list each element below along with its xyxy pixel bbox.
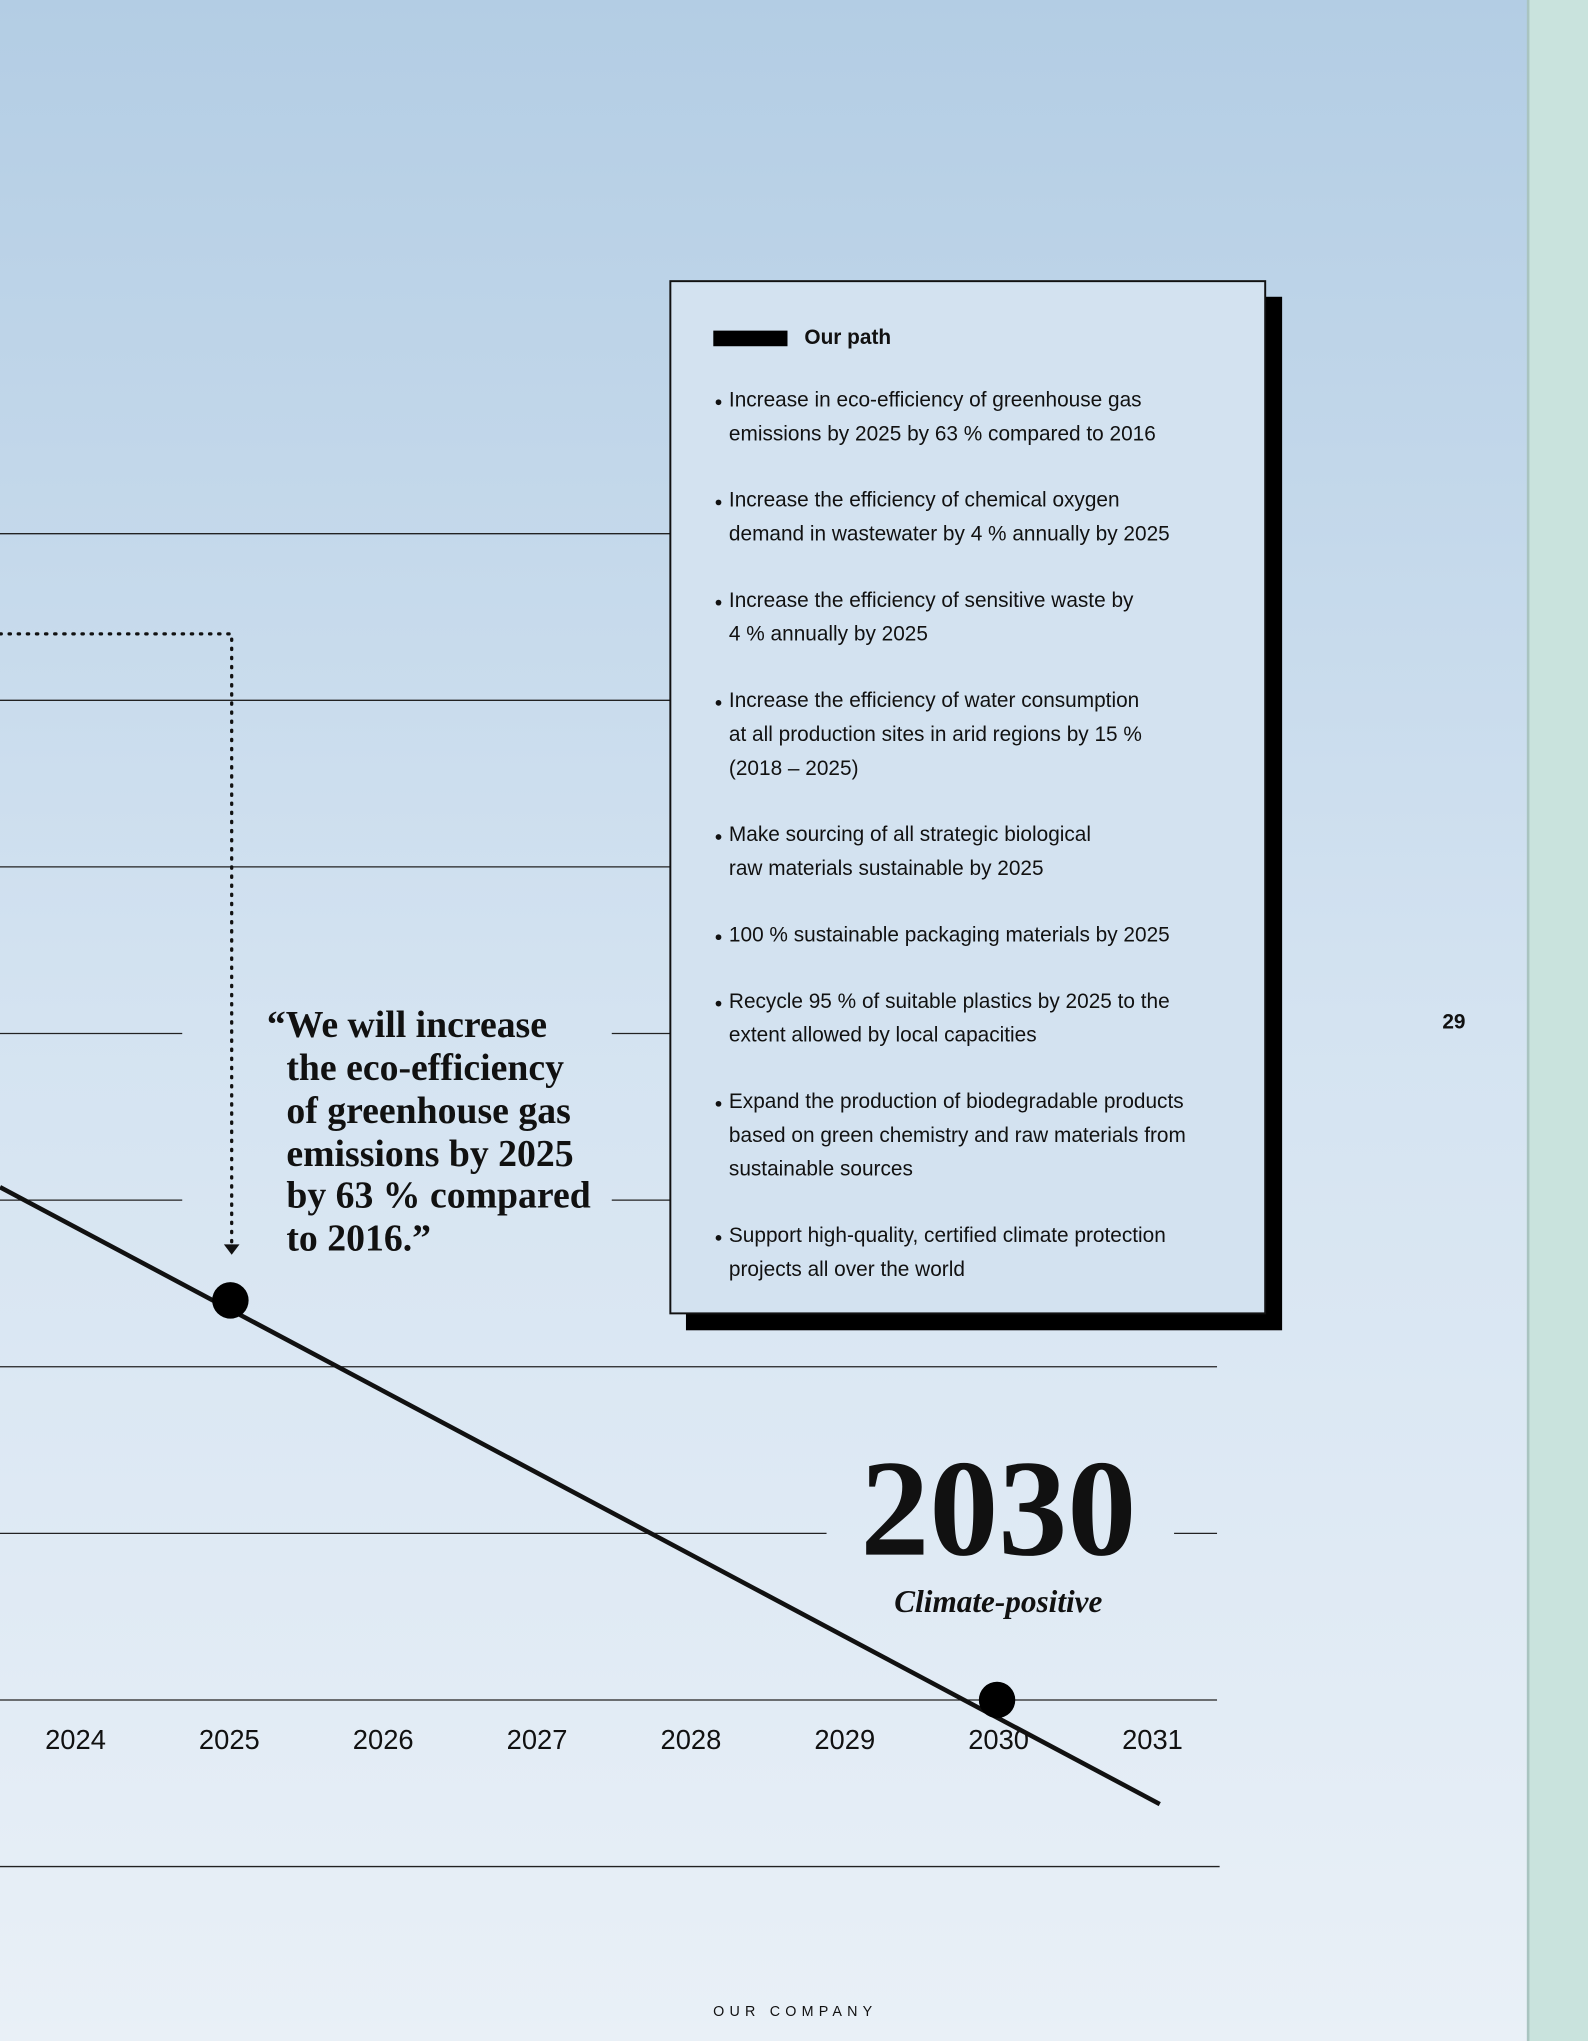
path-box: [669, 280, 1267, 1315]
item-line: Make sourcing of all strategic biologica…: [729, 823, 1091, 846]
pointer-arrow: [223, 1244, 240, 1255]
quote-line: of greenhouse gas: [286, 1090, 570, 1132]
bullet: [715, 700, 722, 706]
item-list: Increase in eco-efficiency of greenhouse…: [715, 388, 1186, 1281]
year-label: 2026: [353, 1724, 414, 1755]
side-strip: [1528, 0, 1588, 2041]
target-label: Climate-positive: [894, 1584, 1102, 1619]
year-label: 2027: [507, 1724, 568, 1755]
milestone-dot: [978, 1681, 1016, 1719]
year-label: 2029: [814, 1724, 875, 1755]
bullet: [715, 1100, 722, 1107]
milestone-dot: [212, 1282, 249, 1319]
bullet: [715, 934, 722, 941]
box-title: Our path: [804, 326, 891, 349]
dotted-pointer: [0, 632, 234, 1244]
quote-line: by 63 % compared: [286, 1174, 590, 1216]
bullet: [715, 399, 722, 406]
quote-line: to 2016.”: [286, 1217, 431, 1259]
bullet: [715, 499, 722, 506]
title-bar: [713, 330, 788, 347]
item-line: 4 % annually by 2025: [729, 623, 928, 646]
year-label: 2030: [968, 1724, 1029, 1755]
item-line: at all production sites in arid regions …: [729, 723, 1142, 746]
item-line: based on green chemistry and raw materia…: [729, 1124, 1186, 1147]
item-line: Increase the efficiency of water consump…: [729, 689, 1139, 712]
item-line: Support high-quality, certified climate …: [729, 1224, 1166, 1247]
bullet: [715, 599, 722, 606]
item-line: Increase in eco-efficiency of greenhouse…: [729, 388, 1142, 411]
item-line: Increase the efficiency of chemical oxyg…: [729, 489, 1120, 512]
item-line: 100 % sustainable packaging materials by…: [729, 923, 1170, 946]
bullet: [715, 834, 722, 840]
quote-line: emissions by 2025: [286, 1133, 573, 1175]
item-line: Expand the production of biodegradable p…: [729, 1090, 1184, 1113]
item-line: extent allowed by local capacities: [729, 1024, 1037, 1047]
quote-line: the eco-efficiency: [286, 1047, 564, 1089]
footer: OUR COMPANY: [713, 2004, 877, 2020]
year-label: 2028: [661, 1724, 722, 1755]
item-line: Increase the efficiency of sensitive was…: [729, 589, 1134, 612]
target-year: 2030: [860, 1432, 1136, 1585]
year-label: 2025: [199, 1724, 260, 1755]
bullet: [715, 1235, 722, 1241]
item-line: raw materials sustainable by 2025: [729, 857, 1044, 880]
item-line: Recycle 95 % of suitable plastics by 202…: [729, 990, 1170, 1013]
item-line: sustainable sources: [729, 1158, 913, 1181]
item-line: (2018 – 2025): [729, 757, 859, 780]
quote-line: “We will increase: [267, 1004, 547, 1046]
year-label: 2024: [45, 1724, 106, 1755]
year-axis: 2024 2025 2026 2027 2028 2029 2030 2031: [45, 1724, 1183, 1755]
trend-line: [0, 1185, 1161, 1807]
item-line: projects all over the world: [729, 1258, 965, 1281]
bullet: [715, 1000, 722, 1007]
year-label: 2031: [1122, 1724, 1183, 1755]
page-number: 29: [1442, 1011, 1465, 1034]
item-line: demand in wastewater by 4 % annually by …: [729, 522, 1170, 545]
item-line: emissions by 2025 by 63 % compared to 20…: [729, 422, 1156, 445]
